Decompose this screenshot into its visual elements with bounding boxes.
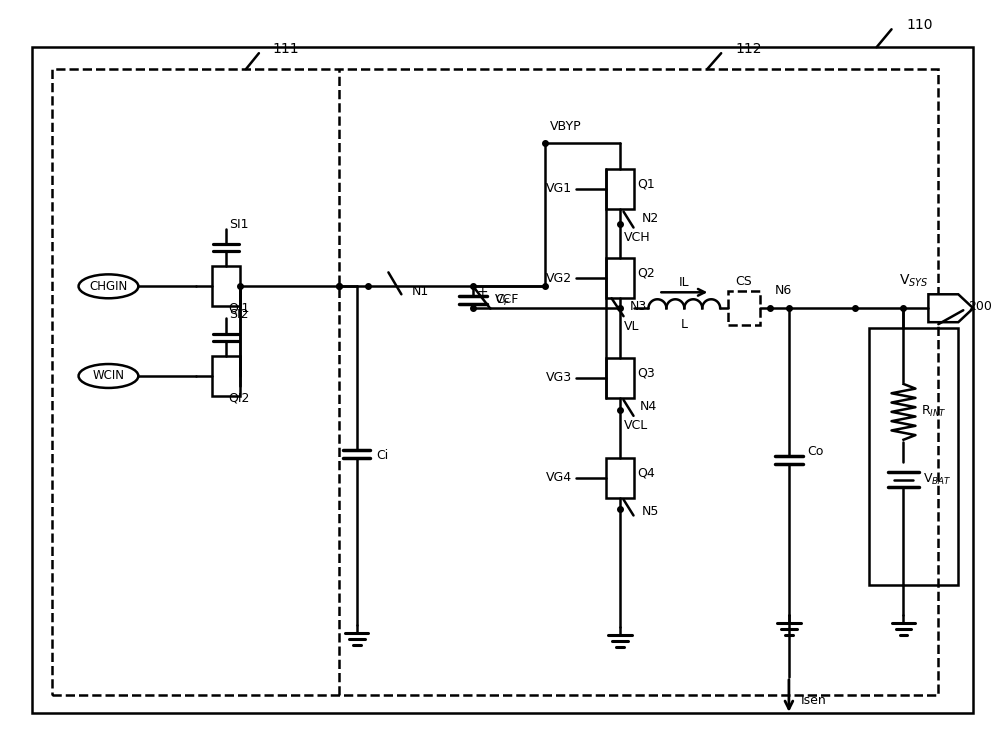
- Text: N1: N1: [411, 285, 429, 298]
- Text: QI1: QI1: [228, 301, 249, 315]
- Text: V$_{SYS}$: V$_{SYS}$: [899, 272, 928, 289]
- Text: 110: 110: [906, 19, 933, 32]
- Text: N4: N4: [639, 401, 657, 413]
- Text: L: L: [681, 318, 688, 330]
- Text: C$_F$: C$_F$: [495, 292, 511, 308]
- Text: N3: N3: [630, 300, 647, 313]
- Text: Isen: Isen: [801, 695, 827, 707]
- Text: WCIN: WCIN: [92, 369, 124, 383]
- Text: N2: N2: [641, 212, 659, 225]
- Text: VCH: VCH: [624, 231, 650, 244]
- Text: CS: CS: [736, 275, 752, 288]
- Text: VCF: VCF: [495, 292, 519, 306]
- Text: -: -: [476, 299, 481, 313]
- Text: 200: 200: [968, 300, 992, 313]
- Text: Q2: Q2: [637, 267, 655, 280]
- Text: VG3: VG3: [546, 372, 572, 384]
- Text: VCL: VCL: [624, 419, 648, 432]
- Text: Q1: Q1: [637, 178, 655, 190]
- Text: 112: 112: [735, 43, 762, 56]
- Text: QI2: QI2: [228, 392, 249, 404]
- Text: SI1: SI1: [229, 218, 249, 231]
- Text: R$_{INT}$: R$_{INT}$: [921, 404, 947, 419]
- Text: VG1: VG1: [546, 182, 572, 195]
- Text: VL: VL: [624, 320, 639, 333]
- Text: Ci: Ci: [376, 449, 389, 463]
- Text: VBYP: VBYP: [550, 120, 581, 134]
- Text: 111: 111: [273, 43, 299, 56]
- Text: IL: IL: [679, 276, 690, 289]
- Text: CHGIN: CHGIN: [89, 280, 128, 293]
- Text: VG2: VG2: [546, 272, 572, 285]
- Text: N6: N6: [775, 283, 792, 297]
- Text: Co: Co: [807, 445, 823, 458]
- Text: +: +: [476, 285, 488, 299]
- Text: SI2: SI2: [229, 307, 249, 321]
- Text: V$_{BAT}$: V$_{BAT}$: [923, 472, 952, 487]
- Polygon shape: [928, 294, 973, 322]
- Ellipse shape: [79, 364, 138, 388]
- Text: VG4: VG4: [546, 471, 572, 484]
- Text: N5: N5: [641, 505, 659, 518]
- Ellipse shape: [79, 275, 138, 298]
- Text: Q3: Q3: [637, 366, 655, 380]
- Text: Q4: Q4: [637, 466, 655, 479]
